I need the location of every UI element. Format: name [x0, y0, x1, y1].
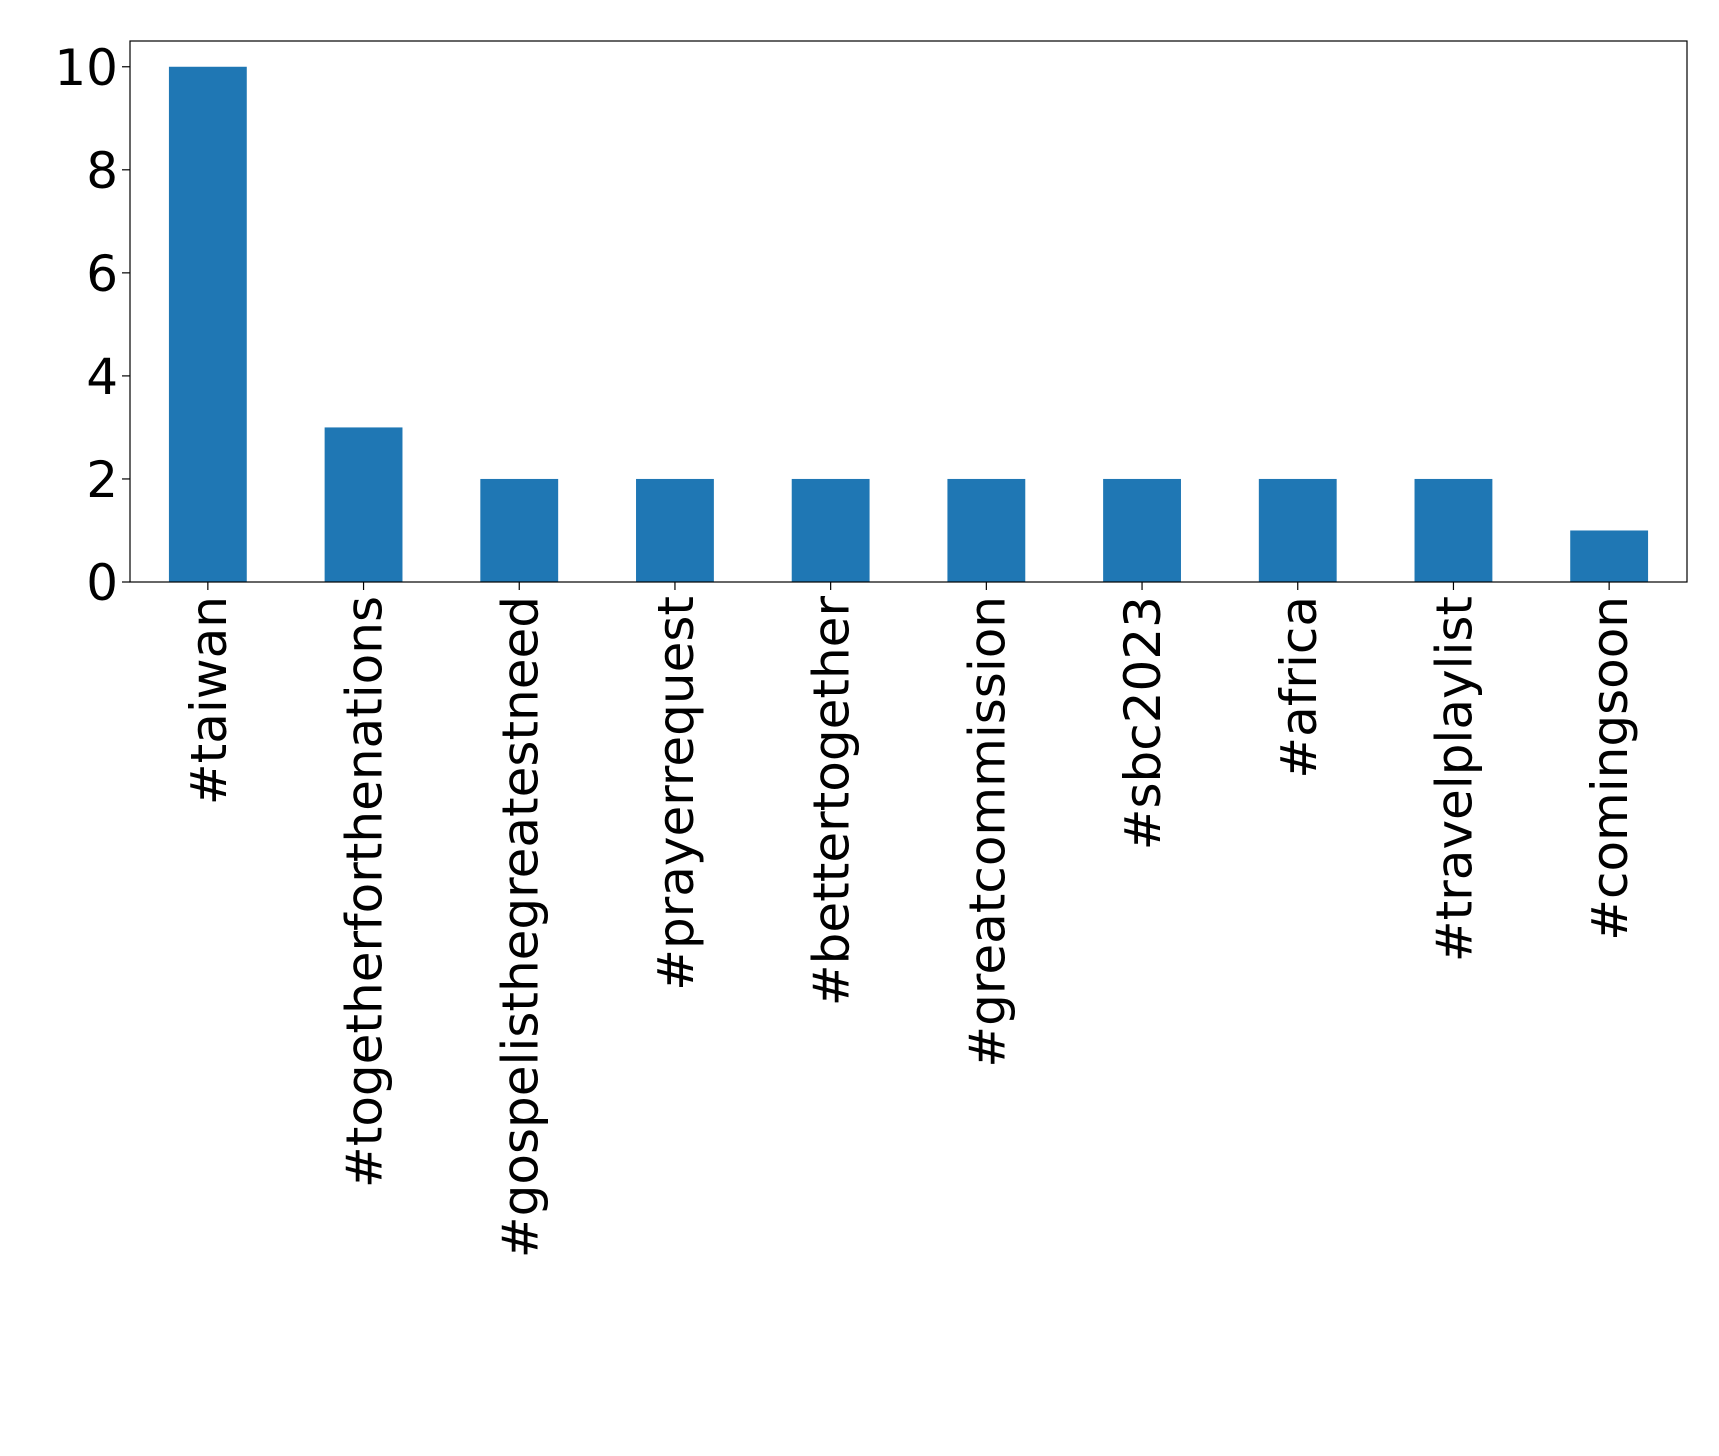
x-tick-label: #comingsoon: [1581, 596, 1639, 941]
y-tick-label: 2: [86, 451, 118, 509]
bar: [636, 478, 714, 582]
x-tick-label: #gospelisthegreatestneed: [491, 596, 549, 1258]
x-tick-label: #taiwan: [180, 596, 238, 805]
bar: [1414, 478, 1493, 582]
plot-frame: [129, 40, 1688, 583]
x-tick-label: #prayerrequest: [647, 596, 705, 991]
y-tick-label: 0: [86, 554, 118, 612]
bar: [1570, 530, 1649, 582]
bar: [324, 427, 403, 582]
bar: [480, 478, 559, 582]
y-tick-label: 8: [86, 142, 118, 200]
x-tick-label: #sbc2023: [1114, 596, 1172, 850]
bar: [1258, 478, 1337, 582]
bar: [791, 478, 870, 582]
x-tick-label: #togetherforthenations: [336, 596, 394, 1188]
x-tick-label: #travelplaylist: [1425, 596, 1483, 962]
bar: [947, 478, 1026, 582]
y-tick-label: 4: [86, 348, 118, 406]
x-tick-label: #greatcommission: [958, 596, 1016, 1068]
x-tick-label: #bettertogether: [803, 596, 861, 1007]
bar: [1103, 478, 1181, 582]
x-tick-label: #africa: [1270, 596, 1328, 779]
y-tick-label: 6: [86, 245, 118, 303]
bar: [168, 66, 247, 582]
y-tick-label: 10: [54, 39, 118, 97]
